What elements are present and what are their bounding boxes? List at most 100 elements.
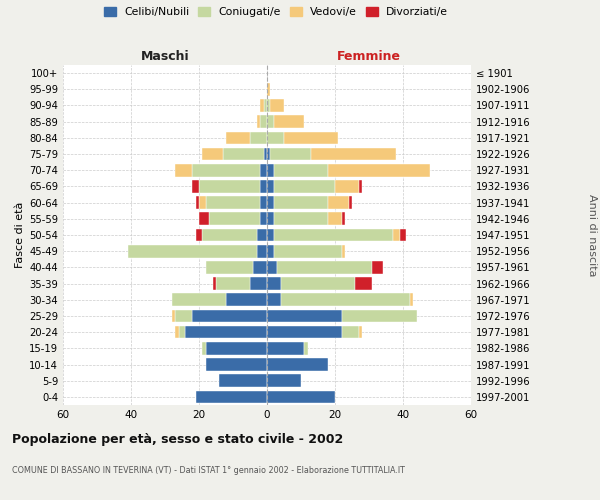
Bar xyxy=(267,374,301,387)
Bar xyxy=(263,148,267,160)
Bar xyxy=(284,132,338,144)
Bar xyxy=(359,326,362,338)
Bar xyxy=(267,148,271,160)
Bar xyxy=(410,294,413,306)
Bar xyxy=(349,196,352,209)
Bar xyxy=(260,212,267,225)
Bar xyxy=(192,310,267,322)
Bar xyxy=(342,310,416,322)
Bar xyxy=(179,326,185,338)
Bar xyxy=(260,180,267,192)
Bar xyxy=(267,245,274,258)
Bar xyxy=(267,261,277,274)
Text: Maschi: Maschi xyxy=(140,50,190,62)
Bar xyxy=(274,164,328,176)
Bar xyxy=(206,196,260,209)
Bar xyxy=(202,148,223,160)
Bar xyxy=(335,180,359,192)
Bar xyxy=(342,212,345,225)
Text: Femmine: Femmine xyxy=(337,50,401,62)
Bar xyxy=(260,196,267,209)
Bar xyxy=(267,294,281,306)
Bar xyxy=(274,212,328,225)
Bar xyxy=(328,196,349,209)
Bar xyxy=(274,180,335,192)
Bar xyxy=(267,390,335,403)
Bar xyxy=(267,164,274,176)
Bar xyxy=(267,83,271,96)
Bar xyxy=(281,294,410,306)
Bar xyxy=(267,212,274,225)
Bar xyxy=(257,245,267,258)
Bar xyxy=(267,196,274,209)
Bar xyxy=(128,245,257,258)
Bar xyxy=(304,342,308,354)
Bar xyxy=(267,358,328,371)
Bar xyxy=(267,116,274,128)
Bar xyxy=(172,294,226,306)
Bar xyxy=(250,132,267,144)
Bar xyxy=(199,196,206,209)
Bar xyxy=(206,261,253,274)
Bar xyxy=(192,164,260,176)
Bar xyxy=(328,212,342,225)
Bar xyxy=(253,261,267,274)
Legend: Celibi/Nubili, Coniugati/e, Vedovi/e, Divorziati/e: Celibi/Nubili, Coniugati/e, Vedovi/e, Di… xyxy=(100,3,452,22)
Bar xyxy=(260,116,267,128)
Bar xyxy=(192,180,199,192)
Bar xyxy=(267,278,281,290)
Text: Anni di nascita: Anni di nascita xyxy=(587,194,597,276)
Bar xyxy=(212,278,216,290)
Bar xyxy=(196,228,202,241)
Bar xyxy=(274,116,304,128)
Bar xyxy=(209,212,260,225)
Bar xyxy=(250,278,267,290)
Bar xyxy=(267,228,274,241)
Bar xyxy=(199,180,260,192)
Bar xyxy=(267,342,304,354)
Y-axis label: Fasce di età: Fasce di età xyxy=(15,202,25,268)
Bar xyxy=(271,148,311,160)
Bar xyxy=(342,245,345,258)
Bar xyxy=(216,278,250,290)
Bar xyxy=(274,228,393,241)
Bar xyxy=(206,342,267,354)
Bar xyxy=(226,294,267,306)
Bar xyxy=(373,261,383,274)
Bar xyxy=(175,326,179,338)
Bar xyxy=(274,196,328,209)
Bar xyxy=(257,228,267,241)
Bar xyxy=(393,228,400,241)
Bar xyxy=(274,245,342,258)
Bar xyxy=(267,180,274,192)
Bar xyxy=(267,132,284,144)
Bar xyxy=(199,212,209,225)
Bar xyxy=(175,310,192,322)
Bar xyxy=(202,228,257,241)
Text: COMUNE DI BASSANO IN TEVERINA (VT) - Dati ISTAT 1° gennaio 2002 - Elaborazione T: COMUNE DI BASSANO IN TEVERINA (VT) - Dat… xyxy=(12,466,405,475)
Bar xyxy=(196,196,199,209)
Bar xyxy=(260,164,267,176)
Bar xyxy=(226,132,250,144)
Bar xyxy=(185,326,267,338)
Bar xyxy=(267,310,342,322)
Bar xyxy=(223,148,263,160)
Bar xyxy=(263,99,267,112)
Bar xyxy=(220,374,267,387)
Bar xyxy=(202,342,206,354)
Bar xyxy=(355,278,373,290)
Bar xyxy=(311,148,396,160)
Bar xyxy=(260,99,263,112)
Bar xyxy=(175,164,192,176)
Bar xyxy=(172,310,175,322)
Bar xyxy=(267,99,271,112)
Bar xyxy=(359,180,362,192)
Bar xyxy=(206,358,267,371)
Bar xyxy=(400,228,406,241)
Bar xyxy=(342,326,359,338)
Bar xyxy=(281,278,355,290)
Bar xyxy=(277,261,373,274)
Bar xyxy=(196,390,267,403)
Bar xyxy=(267,326,342,338)
Bar xyxy=(271,99,284,112)
